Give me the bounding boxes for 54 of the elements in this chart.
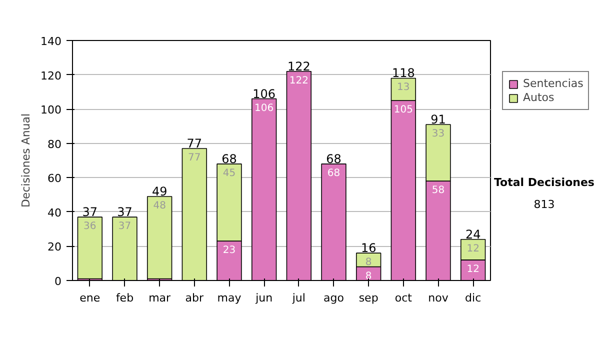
- x-tick-label: ago: [324, 292, 344, 304]
- y-tick-label: 40: [48, 206, 62, 220]
- total-label: 24: [465, 227, 481, 242]
- total-label: 106: [252, 86, 276, 101]
- x-tick-label: ene: [80, 292, 100, 304]
- data-label: 37: [118, 221, 132, 232]
- total-label: 77: [186, 136, 202, 150]
- data-label: 122: [289, 75, 308, 86]
- x-tick-label: jul: [291, 292, 306, 304]
- total-label: 37: [117, 205, 132, 220]
- data-label: 68: [327, 168, 340, 179]
- x-tick-label: mar: [148, 292, 172, 304]
- total-label: 68: [222, 152, 237, 166]
- total-label: 118: [392, 66, 415, 80]
- x-tick-label: dic: [465, 292, 482, 304]
- total-label: 91: [430, 112, 446, 126]
- total-label: 122: [287, 59, 310, 74]
- total-label: 37: [82, 205, 98, 220]
- total-label: 16: [360, 241, 376, 256]
- y-tick-label: 0: [54, 275, 62, 288]
- data-label: 23: [222, 245, 236, 256]
- data-label: 58: [432, 185, 445, 196]
- x-tick-label: abr: [185, 292, 204, 304]
- annotation: 813: [532, 196, 556, 212]
- y-tick-label: 140: [40, 35, 62, 48]
- x-tick-label: nov: [428, 292, 449, 304]
- x-tick-label: may: [217, 292, 242, 304]
- y-tick-label: 60: [48, 172, 62, 186]
- y-tick-label: 120: [40, 69, 62, 82]
- data-label: 12: [466, 243, 480, 254]
- total-label: 68: [326, 152, 342, 166]
- y-tick-label: 20: [48, 240, 62, 254]
- data-label: 8: [365, 257, 372, 268]
- data-label: 77: [188, 152, 201, 164]
- x-tick-label: oct: [394, 292, 413, 304]
- total-label: 49: [152, 184, 168, 198]
- data-label: 48: [153, 200, 166, 212]
- x-tick-label: feb: [116, 292, 134, 304]
- legend-label: Autos: [523, 91, 554, 104]
- data-label: 33: [432, 128, 445, 140]
- y-tick-label: 100: [40, 104, 62, 117]
- data-label: 105: [394, 104, 413, 116]
- data-label: 36: [84, 221, 96, 232]
- data-label: 106: [254, 102, 274, 114]
- x-tick-label: sep: [358, 292, 378, 304]
- x-tick-label: jun: [254, 292, 273, 304]
- annotation: Total Decisiones: [494, 175, 594, 191]
- y-tick-label: 80: [48, 138, 62, 151]
- data-label: 12: [466, 264, 480, 275]
- data-label: 45: [222, 168, 236, 179]
- data-label: 8: [365, 270, 372, 282]
- legend-label: Sentencias: [523, 77, 584, 90]
- y-axis-title: Decisiones Anual: [20, 113, 33, 208]
- data-label: 13: [397, 82, 410, 94]
